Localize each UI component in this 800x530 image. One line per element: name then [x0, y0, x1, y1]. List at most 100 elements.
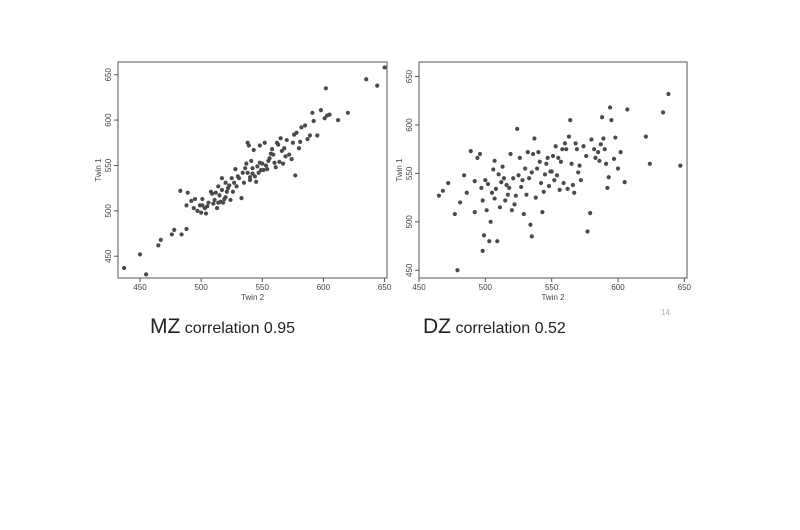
dz-data-point [537, 159, 542, 164]
mz-data-point [269, 147, 275, 152]
mz-data-point [305, 137, 310, 142]
mz-data-point [307, 133, 313, 138]
dz-data-point [525, 149, 530, 155]
mz-data-point [199, 210, 204, 215]
dz-data-point [496, 172, 501, 177]
mz-x-tick-label: 450 [133, 283, 147, 292]
mz-data-point [223, 195, 228, 200]
dz-data-point [462, 173, 467, 178]
mz-data-point [122, 265, 127, 271]
dz-data-point [605, 185, 610, 191]
dz-data-point [553, 144, 558, 149]
mz-y-tick-label: 500 [104, 204, 113, 218]
dz-data-point [597, 158, 602, 163]
dz-data-point [561, 180, 566, 186]
dz-data-point [520, 178, 525, 183]
dz-data-point [477, 151, 483, 157]
dz-data-point [570, 182, 576, 188]
dz-data-point [485, 181, 491, 187]
dz-data-point [560, 147, 565, 152]
dz-data-point [527, 176, 532, 181]
mz-data-point [299, 125, 304, 130]
dz-data-point [544, 161, 549, 166]
mz-data-point [137, 252, 143, 257]
dz-data-point [678, 163, 683, 168]
mz-data-point [221, 200, 226, 205]
dz-data-point [509, 208, 514, 213]
dz-x-tick-label: 500 [479, 283, 493, 292]
dz-data-point [436, 193, 442, 198]
mz-data-point [261, 167, 266, 173]
dz-data-point [479, 185, 484, 191]
dz-data-point [601, 136, 606, 141]
mz-data-point [250, 171, 255, 176]
mz-data-point [271, 152, 276, 157]
dz-data-point [592, 147, 597, 152]
dz-data-point [475, 155, 480, 160]
dz-data-point [472, 179, 477, 184]
mz-data-point [290, 140, 295, 145]
dz-data-point [569, 161, 574, 166]
dz-data-point [464, 190, 469, 195]
mz-data-point [272, 160, 277, 165]
mz-data-point [200, 196, 205, 202]
dz-x-tick-label: 550 [545, 283, 559, 292]
mz-data-point [247, 177, 253, 183]
mz-data-point [219, 187, 225, 193]
mz-y-tick-label: 450 [104, 249, 113, 263]
dz-data-point [492, 196, 497, 201]
dz-data-point [488, 219, 493, 224]
mz-data-point [205, 204, 210, 209]
dz-data-point [576, 170, 581, 175]
dz-data-point [562, 141, 568, 146]
dz-data-point [573, 141, 578, 146]
mz-data-point [144, 272, 149, 277]
dz-y-axis-title: Twin 1 [395, 158, 404, 182]
dz-data-point [542, 172, 548, 177]
mz-data-point [267, 156, 272, 161]
dz-data-point [606, 175, 611, 180]
mz-data-point [310, 110, 315, 115]
mz-data-point [345, 110, 350, 115]
dz-data-point [524, 192, 529, 197]
mz-data-point [210, 191, 215, 196]
dz-data-point [530, 151, 536, 157]
mz-data-point [280, 161, 286, 166]
mz-data-point [263, 163, 269, 168]
mz-data-point [184, 203, 189, 208]
mz-data-point [293, 173, 298, 178]
dz-data-point [532, 136, 537, 141]
dz-data-point [581, 144, 586, 149]
mz-data-point [250, 166, 255, 171]
dz-data-point [512, 202, 517, 207]
mz-data-point [311, 118, 316, 124]
dz-data-point [611, 156, 617, 161]
dz-data-point [622, 180, 627, 185]
dz-data-point [534, 166, 540, 171]
dz-data-point [572, 190, 577, 195]
mz-y-tick-label: 600 [104, 113, 113, 127]
mz-x-tick-label: 600 [317, 283, 331, 292]
dz-data-point [558, 159, 564, 164]
mz-data-point [254, 179, 259, 184]
dz-data-point [523, 166, 528, 171]
dz-caption-value: correlation 0.52 [451, 320, 566, 337]
dz-data-point [458, 200, 463, 205]
dz-data-point [529, 234, 534, 239]
mz-data-point [227, 183, 232, 188]
mz-data-point [212, 197, 217, 203]
mz-data-point [335, 117, 341, 123]
dz-data-point [556, 155, 561, 160]
dz-data-point [500, 164, 505, 169]
mz-data-point [224, 189, 229, 194]
dz-data-point [566, 134, 572, 139]
dz-data-point [552, 178, 557, 183]
dz-data-point [503, 198, 508, 203]
mz-data-point [375, 83, 380, 88]
mz-data-point [273, 165, 278, 170]
dz-data-point [557, 187, 562, 192]
dz-data-point [493, 186, 499, 191]
dz-data-point [546, 183, 552, 189]
mz-data-point [279, 148, 284, 154]
mz-data-point [382, 65, 387, 70]
